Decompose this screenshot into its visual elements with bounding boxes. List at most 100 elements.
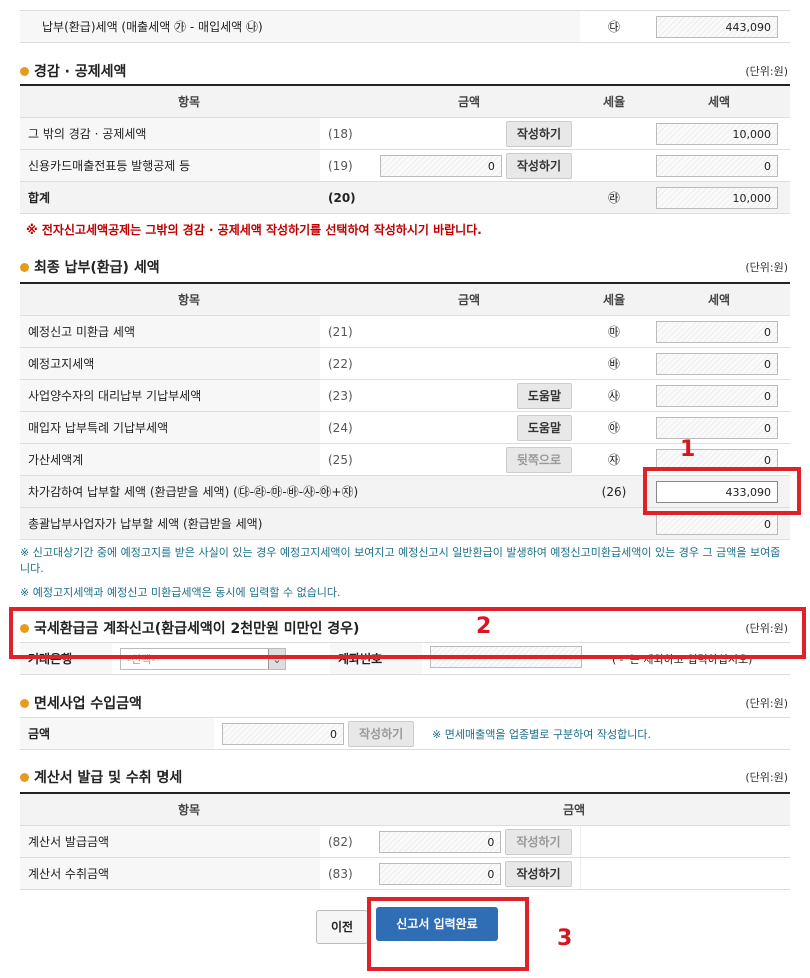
element: 0 xyxy=(379,862,502,885)
section-title-deduction: 경감 · 공제세액 xyxy=(20,61,126,81)
table-row: 사업양수자의 대리납부 기납부세액 (23) 도움말 ㉴ 0 xyxy=(20,379,790,412)
write-button[interactable]: 작성하기 xyxy=(505,120,572,147)
table-cell: 0 작성하기 xyxy=(358,149,580,182)
element: 1 xyxy=(680,437,696,462)
table-cell xyxy=(580,117,648,150)
element: 3 xyxy=(557,926,573,951)
element: 항목 금액 xyxy=(20,792,790,826)
element: 납부(환급)세액 (매출세액 ㉮ - 매입세액 ㉯) ㉰ 443,090 xyxy=(20,10,791,43)
table-cell: 항목 xyxy=(20,84,358,118)
table-cell: 10,000 xyxy=(648,117,790,150)
write-button[interactable]: 작성하기 xyxy=(505,152,572,179)
element: 항목 금액 세율 세액 예정신고 미환급 세액 (21) ㉲ 0 예정고지세액 (22) ㉳ 0 … xyxy=(20,282,790,540)
table-cell: 10,000 xyxy=(648,181,790,214)
write-button[interactable]: 작성하기 xyxy=(505,860,572,887)
table-row: 계산서 발급금액 (82) 0 작성하기 xyxy=(20,825,790,858)
element: 항목 금액 세율 세액 xyxy=(20,84,790,118)
table-cell: (24) xyxy=(320,411,358,444)
write-button[interactable]: 작성하기 xyxy=(348,720,415,747)
annotation-box-3 xyxy=(367,897,529,971)
table-cell: ㉶ xyxy=(580,443,648,476)
section-title-invoice: 계산서 발급 및 수취 명세 xyxy=(20,767,182,787)
table-cell: 항목 xyxy=(20,792,358,826)
table-cell: 0 xyxy=(648,315,790,348)
bullet-icon xyxy=(20,773,29,782)
table-cell: 사업양수자의 대리납부 기납부세액 xyxy=(20,379,320,412)
element: (단위:원) xyxy=(745,771,788,784)
table-cell: 예정신고 미환급 세액 xyxy=(20,315,320,348)
table-cell: 0 작성하기 xyxy=(358,857,580,890)
table-cell: ㉱ xyxy=(580,181,648,214)
table-cell: (22) xyxy=(320,347,358,380)
element: 항목 금액 세율 세액 xyxy=(20,282,790,316)
table-cell: (20) xyxy=(320,181,358,214)
table-row: 가산세액계 (25) 뒷쪽으로 ㉶ 0 xyxy=(20,443,790,476)
element: 금액 0 작성하기 ※ 면세매출액을 업종별로 구분하여 작성합니다. xyxy=(20,717,790,750)
table-cell: (18) xyxy=(320,117,358,150)
table-cell: (83) xyxy=(320,857,358,890)
table-cell: 금액 xyxy=(20,717,214,750)
table-row: 예정고지세액 (22) ㉳ 0 xyxy=(20,347,790,380)
annotation-box-2 xyxy=(9,607,806,659)
element: (단위:원) xyxy=(745,697,788,710)
element: 국세환급금 계좌신고(환급세액이 2천만원 미만인 경우) xyxy=(34,621,360,637)
element: 면세사업 수입금액 xyxy=(34,696,142,712)
invoice-table: 항목 금액 계산서 발급금액 (82) 0 작성하기 계산서 수취금액 (83) 0 작성하기 xyxy=(20,792,790,890)
table-cell: ㉵ xyxy=(580,411,648,444)
element: (단위:원) xyxy=(745,622,788,635)
table-cell: 신용카드매출전표등 발행공제 등 xyxy=(20,149,320,182)
back-button[interactable]: 뒷쪽으로 xyxy=(505,446,572,473)
help-button[interactable]: 도움말 xyxy=(516,382,572,409)
table-cell: ㉲ xyxy=(580,315,648,348)
table-cell: 뒷쪽으로 xyxy=(358,443,580,476)
previous-button[interactable]: 이전 xyxy=(316,910,368,944)
table-cell: (23) xyxy=(320,379,358,412)
table-cell: 작성하기 xyxy=(358,117,580,150)
table-cell: 도움말 xyxy=(358,379,580,412)
element: 금액 0 작성하기 ※ 면세매출액을 업종별로 구분하여 작성합니다. xyxy=(20,717,790,750)
table-row: 합계 (20) ㉱ 10,000 xyxy=(20,181,790,214)
table-cell: ※ 면세매출액을 업종별로 구분하여 작성합니다. xyxy=(424,717,790,750)
table-cell: 433,090 xyxy=(648,475,790,508)
write-button[interactable]: 작성하기 xyxy=(505,828,572,855)
deduction-table: 항목 금액 세율 세액 그 밖의 경감 · 공제세액 (18) 작성하기 10,000 신용… xyxy=(20,84,790,214)
table-cell: (25) xyxy=(320,443,358,476)
section-title-refund: 국세환급금 계좌신고(환급세액이 2천만원 미만인 경우) xyxy=(20,618,359,638)
table-row: 계산서 수취금액 (83) 0 작성하기 xyxy=(20,857,790,890)
table-cell: ㉴ xyxy=(580,379,648,412)
table-cell: (19) xyxy=(320,149,358,182)
annotation-box-1 xyxy=(643,467,801,515)
table-cell xyxy=(358,347,580,380)
element: 0 xyxy=(656,384,778,407)
table-cell xyxy=(580,149,648,182)
element: ※ 신고대상기간 중에 예정고지를 받은 사실이 있는 경우 예정고지세액이 보… xyxy=(20,546,781,575)
tax-field: 443,090 xyxy=(656,15,779,38)
table-cell: 0 xyxy=(648,379,790,412)
exempt-table: 금액 0 작성하기 ※ 면세매출액을 업종별로 구분하여 작성합니다. xyxy=(20,717,790,750)
table-row: 매입자 납부특례 기납부세액 (24) 도움말 ㉵ 0 xyxy=(20,411,790,444)
element: 납부(환급)세액 (매출세액 ㉮ - 매입세액 ㉯) ㉰ 443,090 xyxy=(20,10,791,43)
table-cell: 세율 xyxy=(580,282,648,316)
element: 계산서 발급 및 수취 명세 xyxy=(34,770,183,786)
element: 0 xyxy=(656,416,778,439)
table-cell: 0 xyxy=(648,347,790,380)
table-cell xyxy=(579,825,790,858)
table-cell: 계산서 발급금액 xyxy=(20,825,320,858)
deduction-warning: ※ 전자신고세액공제는 그밖의 경감 · 공제세액 작성하기를 선택하여 작성하… xyxy=(26,223,482,237)
table-cell: 금액 xyxy=(358,282,580,316)
payable-tax-field[interactable]: 433,090 xyxy=(656,480,778,503)
table-cell: 세율 xyxy=(580,84,648,118)
bullet-icon xyxy=(20,624,29,633)
table-cell: 세액 xyxy=(648,282,790,316)
element: 0 xyxy=(379,830,502,853)
table-cell: (82) xyxy=(320,825,358,858)
element: 0 xyxy=(222,722,344,745)
row-mark: ㉰ xyxy=(580,10,649,43)
section-title-final: 최종 납부(환급) 세액 xyxy=(20,257,160,277)
help-button[interactable]: 도움말 xyxy=(516,414,572,441)
submit-complete-button[interactable]: 신고서 입력완료 xyxy=(376,907,498,941)
element: 10,000 xyxy=(656,122,778,145)
element: (단위:원) xyxy=(745,261,788,274)
table-cell: 항목 xyxy=(20,282,358,316)
table-cell: 금액 xyxy=(358,792,790,826)
